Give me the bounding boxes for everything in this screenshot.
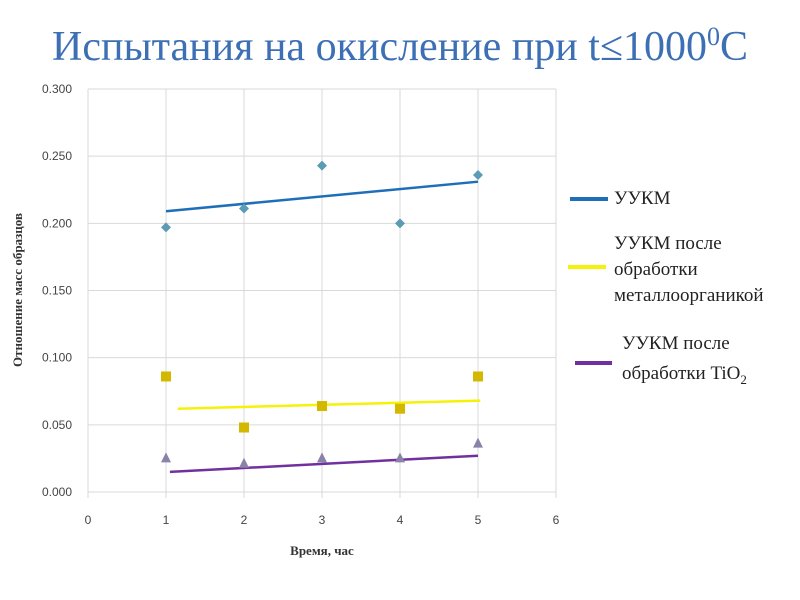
x-tick-label: 2 bbox=[241, 513, 248, 527]
y-tick-label: 0.300 bbox=[42, 82, 72, 96]
data-point-triangle bbox=[161, 452, 171, 463]
x-tick-label: 1 bbox=[163, 513, 170, 527]
data-point-diamond bbox=[395, 218, 405, 229]
data-point-diamond bbox=[161, 222, 171, 233]
data-point-diamond bbox=[317, 160, 327, 171]
data-point-square bbox=[473, 371, 483, 382]
legend-swatch-tio2 bbox=[575, 361, 612, 365]
y-tick-label: 0.100 bbox=[42, 351, 72, 365]
slide-title: Испытания на окисление при t≤10000C bbox=[0, 22, 800, 71]
y-tick-label: 0.000 bbox=[42, 485, 72, 499]
x-tick-label: 5 bbox=[475, 513, 482, 527]
trendline bbox=[165, 180, 479, 213]
data-point-triangle bbox=[239, 457, 249, 468]
data-point-square bbox=[161, 371, 171, 382]
data-point-diamond bbox=[239, 203, 249, 214]
data-point-square bbox=[395, 403, 405, 414]
legend-line: УУКМ после bbox=[614, 233, 722, 254]
legend-text: обработки TiO bbox=[622, 363, 741, 384]
legend-label-ukm: УУКМ bbox=[614, 188, 671, 209]
legend-subscript: 2 bbox=[740, 371, 747, 387]
legend-swatch-ukm bbox=[570, 197, 608, 201]
title-text: Испытания на окисление при t≤1000 bbox=[52, 24, 707, 70]
y-axis-label: Отношение масс образцов bbox=[10, 213, 25, 367]
trendline bbox=[177, 399, 481, 410]
legend-line: металлоорганикой bbox=[614, 285, 764, 306]
legend-line: УУКМ после bbox=[622, 333, 730, 354]
y-tick-label: 0.250 bbox=[42, 149, 72, 163]
y-tick-label: 0.050 bbox=[42, 418, 72, 432]
data-point-triangle bbox=[473, 437, 483, 448]
x-tick-label: 6 bbox=[553, 513, 560, 527]
x-axis-label: Время, час bbox=[290, 543, 354, 558]
legend-line: обработки TiO2 bbox=[622, 361, 747, 393]
data-point-square bbox=[317, 401, 327, 412]
x-tick-label: 4 bbox=[397, 513, 404, 527]
y-tick-label: 0.150 bbox=[42, 284, 72, 298]
data-point-square bbox=[239, 422, 249, 433]
y-tick-label: 0.200 bbox=[42, 216, 72, 230]
legend-label-tio2: УУКМ после обработки TiO2 bbox=[622, 331, 747, 393]
title-unit: C bbox=[719, 24, 748, 70]
legend-line: обработки bbox=[614, 259, 698, 280]
trendline bbox=[169, 454, 479, 474]
x-tick-label: 0 bbox=[85, 513, 92, 527]
legend-label-metalorganic: УУКМ после обработки металлоорганикой bbox=[614, 231, 764, 309]
x-tick-label: 3 bbox=[319, 513, 326, 527]
data-point-diamond bbox=[473, 169, 483, 180]
legend-swatch-metalorganic bbox=[568, 265, 606, 269]
title-superscript: 0 bbox=[706, 22, 720, 51]
data-point-triangle bbox=[317, 452, 327, 463]
data-point-triangle bbox=[395, 452, 405, 463]
